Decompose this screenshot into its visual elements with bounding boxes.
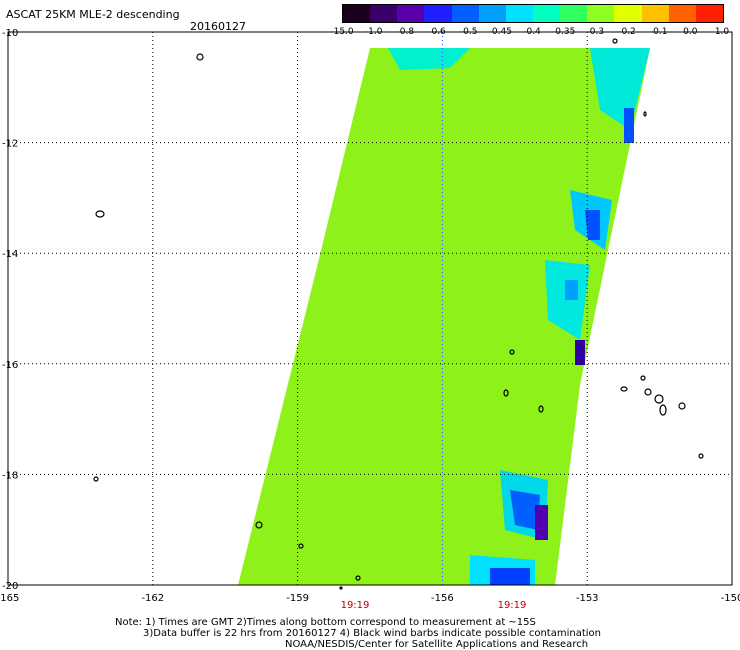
map-frame [7,31,733,586]
island-outline [503,389,509,397]
note-line-3: NOAA/NESDIS/Center for Satellite Applica… [285,639,589,650]
footer-notes: Note: 1) Times are GMT 2)Times along bot… [115,617,601,650]
swath-patch [624,108,634,143]
wind-swath [238,48,650,585]
lon-label: -162 [141,593,164,604]
color-bar-segment [695,5,723,22]
island-outline [644,388,652,396]
color-bar-segment [668,5,696,22]
lat-label: -10 [2,28,18,39]
color-bar-segment [424,5,452,22]
island-outline [620,386,628,392]
swath-body [238,48,650,585]
lon-label: -156 [431,593,454,604]
color-bar-segment [478,5,506,22]
color-bar [342,4,724,23]
lon-label: -165 [0,593,19,604]
lat-label: -12 [2,139,18,150]
color-bar-segment [587,5,615,22]
island-outline [654,394,664,404]
note-line-1: Note: 1) Times are GMT 2)Times along bot… [115,617,536,628]
time-label: 19:19 [498,600,527,611]
axis-labels: -10 -12 -14 -16 -18 -20-165 -162 -159 -156 -153 -1… [0,28,740,611]
lat-label: -14 [2,249,18,260]
note-line-2: 3)Data buffer is 22 hrs from 20160127 4)… [143,628,601,639]
color-bar-segment [641,5,669,22]
island-outline [95,210,105,218]
island-outline [698,453,704,459]
swath-patch [590,48,650,130]
color-bar-segment [532,5,561,22]
island-outline [339,586,343,590]
island-outline [93,476,99,482]
product-title: ASCAT 25KM MLE-2 descending [6,8,180,21]
swath-patch [565,280,578,300]
color-bar-segment [560,5,588,22]
island-outline [509,349,515,355]
island-outline [255,521,263,529]
lon-label: -150 [721,593,740,604]
product-date: 20160127 [190,20,246,33]
color-bar-segment [370,5,398,22]
island-outline [538,405,544,413]
swath-patch [510,490,540,530]
color-bar-segment [505,5,533,22]
color-bar-segment [614,5,642,22]
swath-patch [388,48,470,70]
color-bar-segment [397,5,425,22]
color-bar-segment [451,5,479,22]
lon-label: -159 [286,593,309,604]
lat-label: -18 [2,470,18,481]
island-outline [355,575,361,581]
island-outline [612,38,618,44]
color-bar-segment [343,5,371,22]
island-outline [640,375,646,381]
lat-label: -20 [2,581,18,592]
island-outline [678,402,686,410]
time-label: 19:19 [341,600,370,611]
lat-label: -16 [2,360,18,371]
island-outline [659,404,667,416]
island-outline [196,53,204,61]
island-outline [643,111,647,117]
island-outline [298,543,304,549]
swath-patch [575,340,585,365]
swath-patch [535,505,548,540]
swath-patch [490,568,530,585]
lon-label: -153 [576,593,599,604]
island-outlines [93,38,704,590]
swath-patch [585,210,600,240]
